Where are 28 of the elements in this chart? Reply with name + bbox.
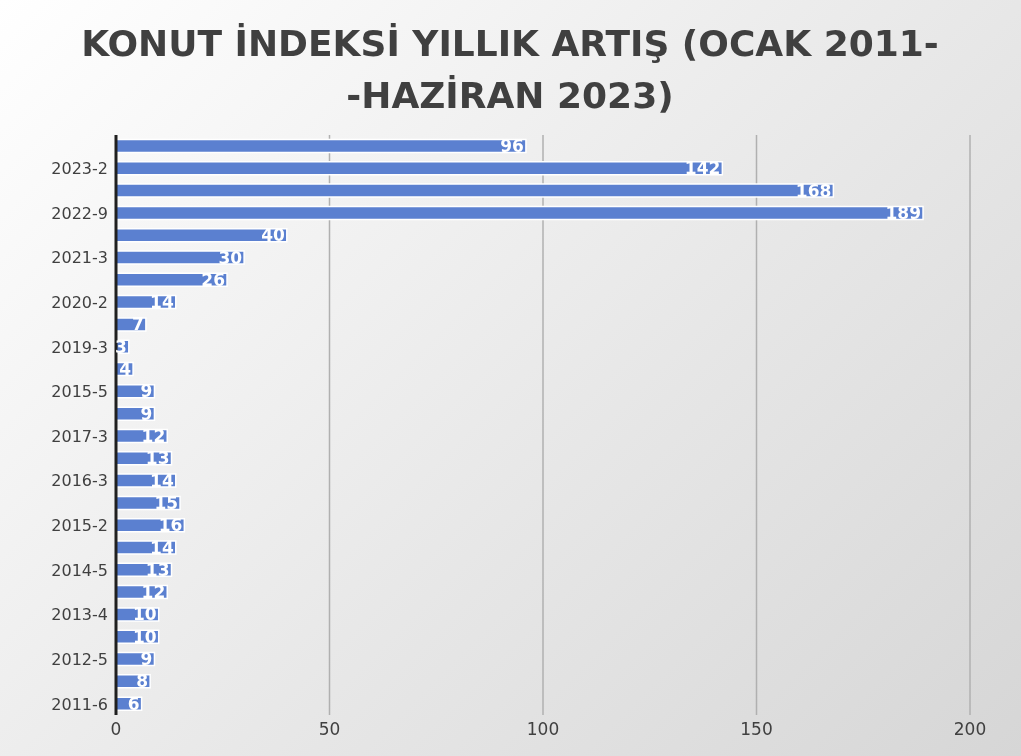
x-tick-label: 150 <box>740 719 773 740</box>
y-tick-label: 2019-3 <box>51 337 108 357</box>
y-tick-label: 2017-3 <box>51 426 108 446</box>
bar <box>116 250 245 265</box>
y-tick-label: 2022-9 <box>51 203 108 223</box>
chart-title: KONUT İNDEKSİ YILLIK ARTIŞ (OCAK 2011--HAZİRAN 2023) <box>80 22 940 118</box>
y-tick-label: 2011-6 <box>51 694 108 714</box>
x-tick-label: 0 <box>110 719 122 740</box>
x-tick-label: 100 <box>526 719 560 740</box>
bar <box>116 138 527 154</box>
x-tick-label: 50 <box>318 719 341 740</box>
y-tick-label: 2023-2 <box>51 159 108 179</box>
bar <box>116 205 924 221</box>
data-label: 14 <box>150 537 174 558</box>
data-label: 30 <box>218 247 243 268</box>
bar <box>116 161 724 176</box>
y-tick-label: 2021-3 <box>51 248 108 268</box>
x-tick-label: 200 <box>953 719 987 740</box>
y-tick-label: 2015-2 <box>51 516 108 536</box>
y-tick-label: 2020-2 <box>51 292 108 312</box>
y-tick-label: 2015-5 <box>51 382 108 402</box>
y-tick-label: 2013-4 <box>51 605 108 625</box>
data-label: 14 <box>150 470 174 491</box>
data-label: 168 <box>795 180 832 201</box>
y-tick-label: 2014-5 <box>51 560 108 580</box>
bar <box>116 183 835 198</box>
y-tick-label: 2012-5 <box>51 649 108 669</box>
y-tick-label: 2016-3 <box>51 471 108 491</box>
